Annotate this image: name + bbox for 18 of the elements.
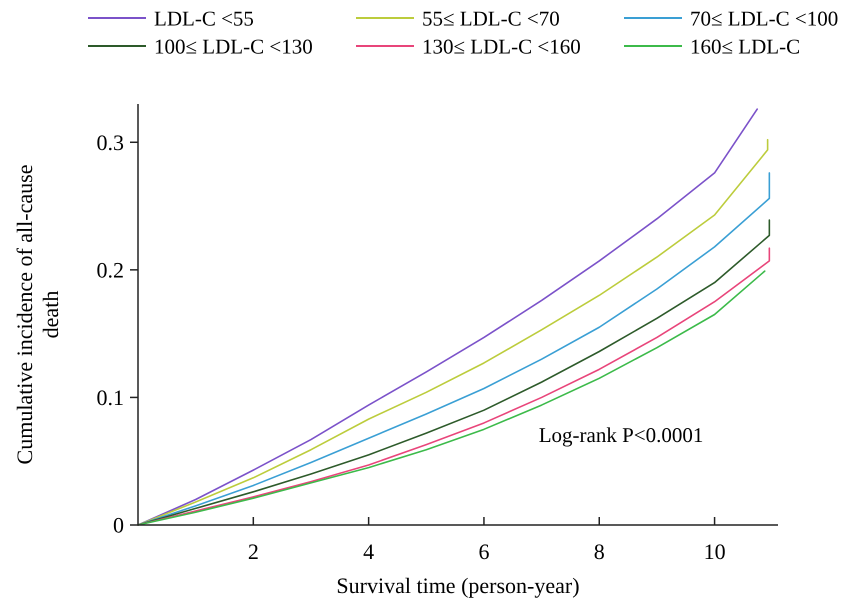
y-tick-label: 0.3	[96, 130, 124, 155]
annotation: Log-rank P<0.0001	[538, 423, 704, 448]
y-tick-label: 0.1	[96, 385, 124, 410]
x-tick-label: 10	[704, 539, 726, 564]
x-tick-label: 2	[248, 539, 259, 564]
legend-label: LDL-C <55	[154, 6, 254, 30]
y-tick-label: 0.2	[96, 258, 124, 283]
legend-label: 100≤ LDL-C <130	[154, 34, 313, 58]
x-tick-label: 6	[478, 539, 490, 564]
legend-label: 130≤ LDL-C <160	[422, 34, 581, 58]
x-axis-title: Survival time (person-year)	[336, 573, 580, 598]
x-tick-label: 4	[363, 539, 374, 564]
y-tick-label: 0	[113, 512, 124, 538]
x-tick-label: 8	[594, 539, 605, 564]
legend-label: 55≤ LDL-C <70	[422, 6, 560, 30]
y-axis-title: Cumulative incidence of all-cause death	[12, 164, 63, 464]
legend-label: 160≤ LDL-C	[690, 34, 800, 58]
legend-label: 70≤ LDL-C <100	[690, 6, 838, 30]
